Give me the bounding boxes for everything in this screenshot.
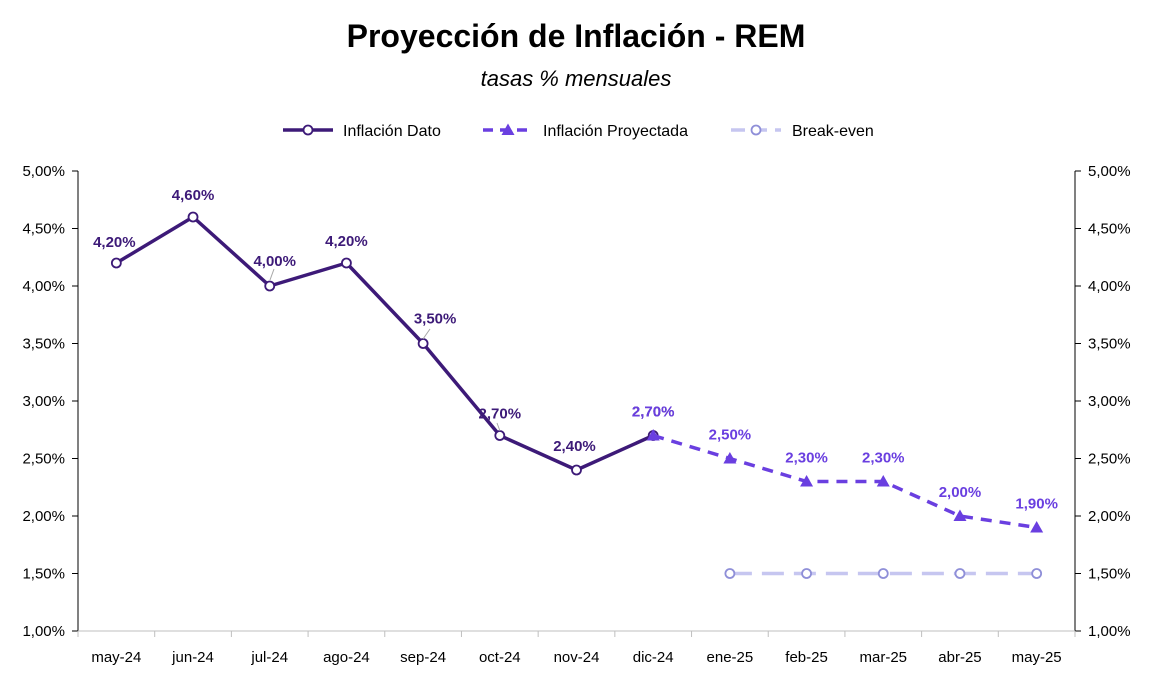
series-line bbox=[652, 433, 1037, 530]
data-point bbox=[264, 280, 276, 292]
y-tick-label-left: 3,00% bbox=[22, 393, 65, 410]
data-point bbox=[110, 257, 122, 269]
y-tick-label-left: 1,00% bbox=[22, 623, 65, 640]
data-point bbox=[571, 464, 582, 476]
data-point-triangle bbox=[723, 452, 737, 464]
axes: 1,00% 1,00% 1,50% 1,50% 2,00% 2,00% 2,50% 2,50%… bbox=[22, 163, 1130, 666]
x-tick-label: ene-25 bbox=[707, 649, 754, 666]
x-tick-label: may-24 bbox=[91, 649, 141, 666]
y-tick-label-left: 4,00% bbox=[22, 278, 65, 295]
data-point bbox=[341, 257, 352, 269]
y-tick-label-right: 3,00% bbox=[1088, 393, 1131, 410]
y-tick-label-right: 1,50% bbox=[1088, 566, 1131, 583]
data-label: 2,70% bbox=[632, 404, 675, 421]
data-point bbox=[724, 568, 736, 579]
data-label: 4,20% bbox=[325, 233, 368, 250]
x-tick-label: jul-24 bbox=[250, 649, 288, 666]
y-tick-label-right: 2,50% bbox=[1088, 451, 1131, 468]
series-layer bbox=[110, 211, 1044, 579]
x-tick-label: ago-24 bbox=[323, 649, 370, 666]
data-label: 4,20% bbox=[93, 234, 136, 251]
legend-marker-circle bbox=[750, 124, 762, 136]
data-label: 2,30% bbox=[785, 450, 828, 467]
data-point bbox=[417, 338, 429, 349]
series-line bbox=[115, 215, 654, 472]
label-leader-line bbox=[496, 422, 501, 432]
y-tick-label-left: 5,00% bbox=[22, 163, 65, 180]
data-label: 2,70% bbox=[479, 406, 522, 423]
data-point-triangle bbox=[876, 475, 890, 487]
y-tick-label-right: 4,50% bbox=[1088, 221, 1131, 238]
y-tick-label-left: 1,50% bbox=[22, 566, 65, 583]
data-point bbox=[877, 568, 889, 579]
data-point-triangle bbox=[646, 429, 660, 441]
y-tick-label-right: 1,00% bbox=[1088, 623, 1131, 640]
data-label: 2,40% bbox=[553, 438, 596, 455]
legend-marker-circle bbox=[302, 124, 314, 136]
data-point-triangle bbox=[953, 509, 967, 521]
data-label: 2,30% bbox=[862, 450, 905, 467]
y-tick-label-left: 4,50% bbox=[22, 221, 65, 238]
x-tick-label: oct-24 bbox=[479, 649, 521, 666]
data-label: 2,00% bbox=[939, 484, 982, 501]
y-tick-label-left: 3,50% bbox=[22, 336, 65, 353]
y-tick-label-left: 2,00% bbox=[22, 508, 65, 525]
data-label: 2,50% bbox=[709, 427, 752, 444]
data-label: 4,60% bbox=[172, 187, 215, 204]
y-tick-label-right: 3,50% bbox=[1088, 336, 1131, 353]
legend-marker-triangle bbox=[501, 123, 515, 135]
data-point-triangle bbox=[1030, 521, 1044, 533]
data-label: 4,00% bbox=[253, 253, 296, 270]
data-point-triangle bbox=[800, 475, 814, 487]
data-point bbox=[494, 430, 506, 441]
data-point bbox=[954, 568, 966, 579]
chart-title: Proyección de Inflación - REM bbox=[346, 18, 806, 54]
x-tick-label: dic-24 bbox=[633, 649, 674, 666]
chart-subtitle: tasas % mensuales bbox=[480, 66, 672, 91]
data-label: 1,90% bbox=[1015, 496, 1058, 513]
y-tick-label-right: 4,00% bbox=[1088, 278, 1131, 295]
data-point bbox=[801, 568, 812, 579]
y-tick-label-right: 5,00% bbox=[1088, 163, 1131, 180]
x-tick-label: jun-24 bbox=[171, 649, 214, 666]
legend: Inflación Dato Inflación Proyectada Break-… bbox=[283, 123, 874, 140]
data-label: 2,70% bbox=[632, 404, 675, 421]
legend-label: Inflación Dato bbox=[343, 123, 441, 140]
label-leader-line bbox=[269, 268, 275, 281]
x-tick-label: feb-25 bbox=[785, 649, 828, 666]
legend-label: Break-even bbox=[792, 123, 874, 140]
data-point bbox=[187, 211, 199, 223]
x-tick-label: nov-24 bbox=[554, 649, 600, 666]
legend-label: Inflación Proyectada bbox=[543, 123, 688, 140]
data-labels: 4,20% 4,60% 4,00% 4,20% 3,50% 2,70% 2,40% 2,70%… bbox=[93, 187, 1058, 513]
x-tick-label: may-25 bbox=[1012, 649, 1062, 666]
y-tick-label-right: 2,00% bbox=[1088, 508, 1131, 525]
x-tick-label: sep-24 bbox=[400, 649, 446, 666]
x-tick-label: mar-25 bbox=[860, 649, 908, 666]
data-label: 3,50% bbox=[414, 311, 457, 328]
y-tick-label-left: 2,50% bbox=[22, 451, 65, 468]
data-point bbox=[1031, 568, 1043, 579]
label-leader-line bbox=[422, 328, 431, 340]
x-tick-label: abr-25 bbox=[938, 649, 981, 666]
